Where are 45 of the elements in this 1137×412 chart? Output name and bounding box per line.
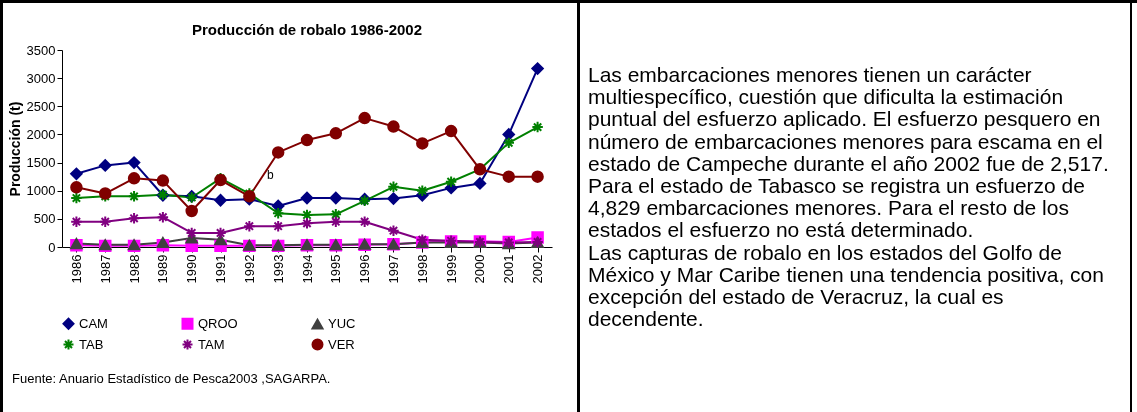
chart-title: Producción de robalo 1986-2002 (191, 21, 423, 38)
x-tick-label: 1993 (270, 254, 286, 284)
y-tick-label: 500 (33, 211, 56, 227)
x-tick-label: 2002 (530, 254, 546, 284)
x-tick-label: 2000 (472, 254, 488, 284)
annotation: b (267, 168, 274, 182)
x-tick-label: 1989 (155, 254, 171, 284)
text: número de embarcaciones menores para escama en el (588, 129, 1103, 153)
y-tick-label: 3000 (26, 70, 56, 86)
text: 4,829 embarcaciones menores. Para el resto de los (588, 196, 1069, 220)
source-note: Fuente: Anuario Estadístico de Pesca2003 ,SAGARPA. (12, 371, 331, 386)
x-tick-label: 1990 (184, 254, 200, 284)
y-tick-label: 0 (48, 239, 56, 255)
text: excepción del estado de Veracruz, la cual es (588, 285, 1004, 308)
text: Las capturas de robalo en los estados del Golfo de (588, 240, 1062, 264)
y-tick-label: 1000 (26, 183, 56, 199)
x-tick-label: 1991 (213, 254, 229, 284)
y-tick-label: 2500 (26, 98, 56, 114)
x-tick-label: 1996 (357, 254, 373, 284)
y-axis-title: Producción (t) (6, 101, 23, 197)
legend-label: CAM (79, 315, 108, 331)
y-tick-label: 1500 (26, 155, 56, 171)
text: Las embarcaciones menores tienen un carácter (588, 63, 1032, 86)
text: Para el estado de Tabasco se registra un esfuerzo de (588, 174, 1085, 197)
x-tick-label: 1987 (97, 254, 113, 284)
text: multiespecífico, cuestión que dificulta la estimación (588, 85, 1064, 109)
legend-label: TAB (79, 336, 104, 352)
legend-label: TAM (198, 336, 225, 352)
legend-label: QROO (198, 315, 238, 331)
x-tick-label: 1998 (414, 254, 430, 284)
text: decendente. (588, 307, 704, 331)
x-tick-label: 1992 (241, 254, 257, 284)
text: estados el esfuerzo no está determinado. (588, 218, 974, 242)
x-tick-label: 1986 (68, 254, 84, 284)
x-tick-label: 1997 (385, 254, 401, 284)
x-tick-label: 1995 (328, 254, 344, 284)
x-tick-label: 1999 (443, 254, 459, 284)
y-tick-label: 3500 (26, 42, 56, 58)
x-tick-label: 1988 (126, 254, 142, 284)
legend-label: YUC (328, 316, 356, 332)
y-tick-label: 2000 (26, 126, 56, 142)
x-tick-label: 1994 (299, 254, 315, 284)
legend-label: VER (328, 336, 355, 352)
text: puntual del esfuerzo aplicado. El esfuerzo pesquero en (588, 107, 1101, 131)
x-tick-label: 2001 (501, 254, 517, 284)
